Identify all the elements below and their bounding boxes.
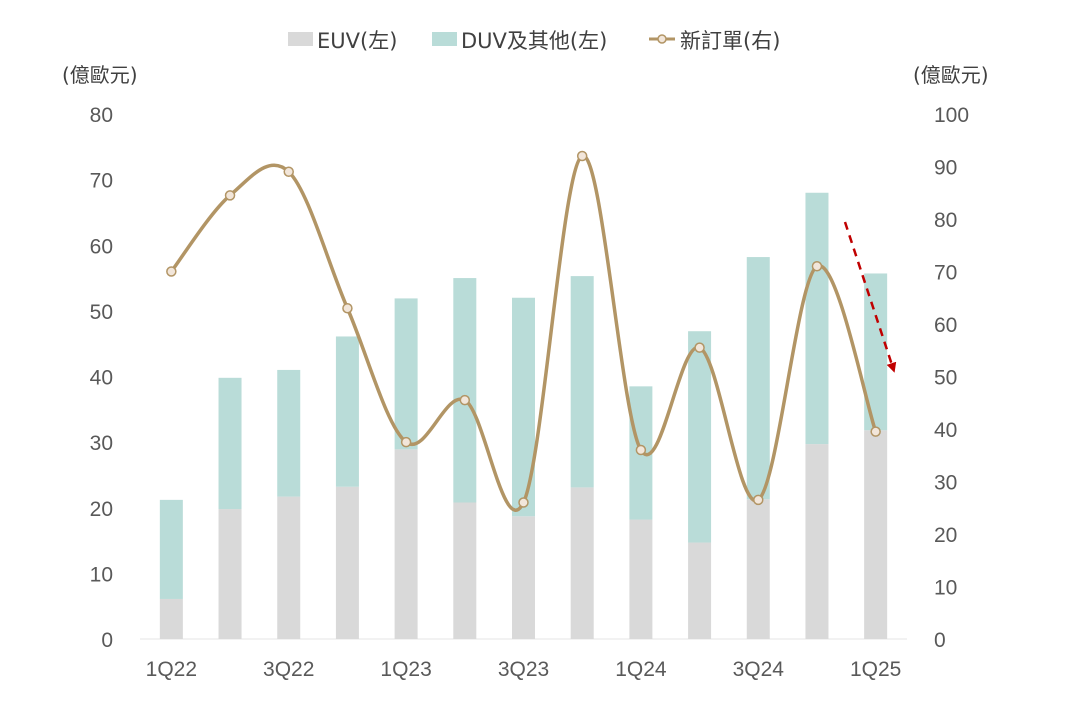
right-axis-unit: (億歐元) bbox=[913, 63, 989, 87]
bar-duv bbox=[746, 257, 770, 500]
bar-duv bbox=[453, 278, 477, 503]
bar-duv bbox=[394, 298, 418, 450]
bar-euv bbox=[688, 542, 712, 639]
bar-euv bbox=[335, 486, 359, 639]
bar-euv bbox=[394, 449, 418, 639]
right-tick-label: 80 bbox=[934, 209, 957, 232]
bar-duv bbox=[570, 276, 594, 488]
bar-duv bbox=[277, 369, 301, 497]
left-axis: 0 10 20 30 40 50 60 70 80 bbox=[90, 104, 113, 652]
new-orders-point bbox=[342, 303, 353, 314]
new-orders-point bbox=[224, 190, 236, 201]
new-orders-point bbox=[459, 394, 471, 406]
new-orders-point bbox=[635, 444, 647, 456]
bar-euv bbox=[218, 509, 242, 639]
left-axis-unit: (億歐元) bbox=[62, 63, 138, 87]
x-tick-label: 1Q23 bbox=[380, 658, 431, 681]
new-orders-point bbox=[694, 342, 705, 353]
bar-euv bbox=[512, 516, 535, 639]
left-tick-label: 10 bbox=[90, 563, 113, 586]
bar-euv bbox=[453, 502, 477, 639]
bar-euv bbox=[805, 444, 829, 639]
bar-duv bbox=[512, 297, 535, 517]
bar-euv bbox=[746, 499, 770, 639]
bar-series bbox=[159, 192, 888, 639]
left-tick-label: 20 bbox=[90, 498, 113, 521]
right-tick-label: 40 bbox=[934, 419, 957, 442]
new-orders-point bbox=[400, 436, 412, 448]
x-axis: 1Q22 3Q22 1Q23 3Q23 1Q24 3Q24 1Q25 bbox=[146, 658, 902, 681]
right-tick-label: 90 bbox=[934, 157, 957, 180]
new-orders-point bbox=[283, 166, 294, 177]
right-axis: 0 10 20 30 40 50 60 70 80 90 100 bbox=[934, 104, 969, 652]
bar-duv bbox=[159, 499, 183, 599]
legend-marker-orders bbox=[657, 34, 667, 44]
left-tick-label: 30 bbox=[90, 432, 113, 455]
bar-duv bbox=[864, 273, 888, 431]
bar-euv bbox=[277, 496, 301, 639]
x-tick-label: 1Q22 bbox=[146, 658, 197, 681]
bar-duv bbox=[805, 192, 829, 445]
right-tick-label: 70 bbox=[934, 262, 957, 285]
right-tick-label: 30 bbox=[934, 472, 957, 495]
right-tick-label: 20 bbox=[934, 524, 957, 547]
legend-swatch-duv bbox=[432, 32, 457, 46]
left-tick-label: 80 bbox=[90, 104, 113, 127]
bar-duv bbox=[688, 331, 712, 543]
legend-label-orders: 新訂單(右) bbox=[680, 29, 780, 53]
new-orders-line bbox=[169, 154, 878, 512]
left-tick-label: 60 bbox=[90, 235, 113, 258]
bar-euv bbox=[864, 430, 888, 639]
legend-swatch-euv bbox=[288, 32, 313, 46]
new-orders-point bbox=[576, 150, 588, 162]
right-tick-label: 60 bbox=[934, 314, 957, 337]
line-series bbox=[166, 150, 881, 512]
right-tick-label: 50 bbox=[934, 367, 957, 390]
new-orders-point bbox=[870, 426, 881, 437]
new-orders-point bbox=[753, 494, 764, 506]
legend: EUV(左) DUV及其他(左) 新訂單(右) bbox=[288, 29, 780, 53]
bar-duv bbox=[218, 377, 242, 510]
right-tick-label: 100 bbox=[934, 104, 969, 127]
right-tick-label: 10 bbox=[934, 577, 957, 600]
x-tick-label: 3Q23 bbox=[498, 658, 549, 681]
x-tick-label: 1Q25 bbox=[850, 658, 901, 681]
legend-label-euv: EUV(左) bbox=[317, 29, 397, 53]
trend-arrow-annotation bbox=[843, 221, 897, 373]
new-orders-point bbox=[518, 497, 529, 508]
x-tick-label: 3Q24 bbox=[733, 658, 785, 681]
bar-euv bbox=[629, 519, 653, 639]
x-tick-label: 3Q22 bbox=[263, 658, 314, 681]
bar-euv bbox=[159, 598, 183, 639]
right-tick-label: 0 bbox=[934, 629, 946, 652]
left-tick-label: 50 bbox=[90, 301, 113, 324]
new-orders-point bbox=[166, 266, 177, 277]
left-tick-label: 0 bbox=[101, 629, 113, 652]
x-tick-label: 1Q24 bbox=[615, 658, 667, 681]
left-tick-label: 40 bbox=[90, 367, 113, 390]
legend-label-duv: DUV及其他(左) bbox=[461, 29, 607, 53]
new-orders-point bbox=[811, 261, 823, 272]
left-tick-label: 70 bbox=[90, 170, 113, 193]
bar-euv bbox=[570, 487, 594, 639]
bar-duv bbox=[335, 336, 359, 487]
